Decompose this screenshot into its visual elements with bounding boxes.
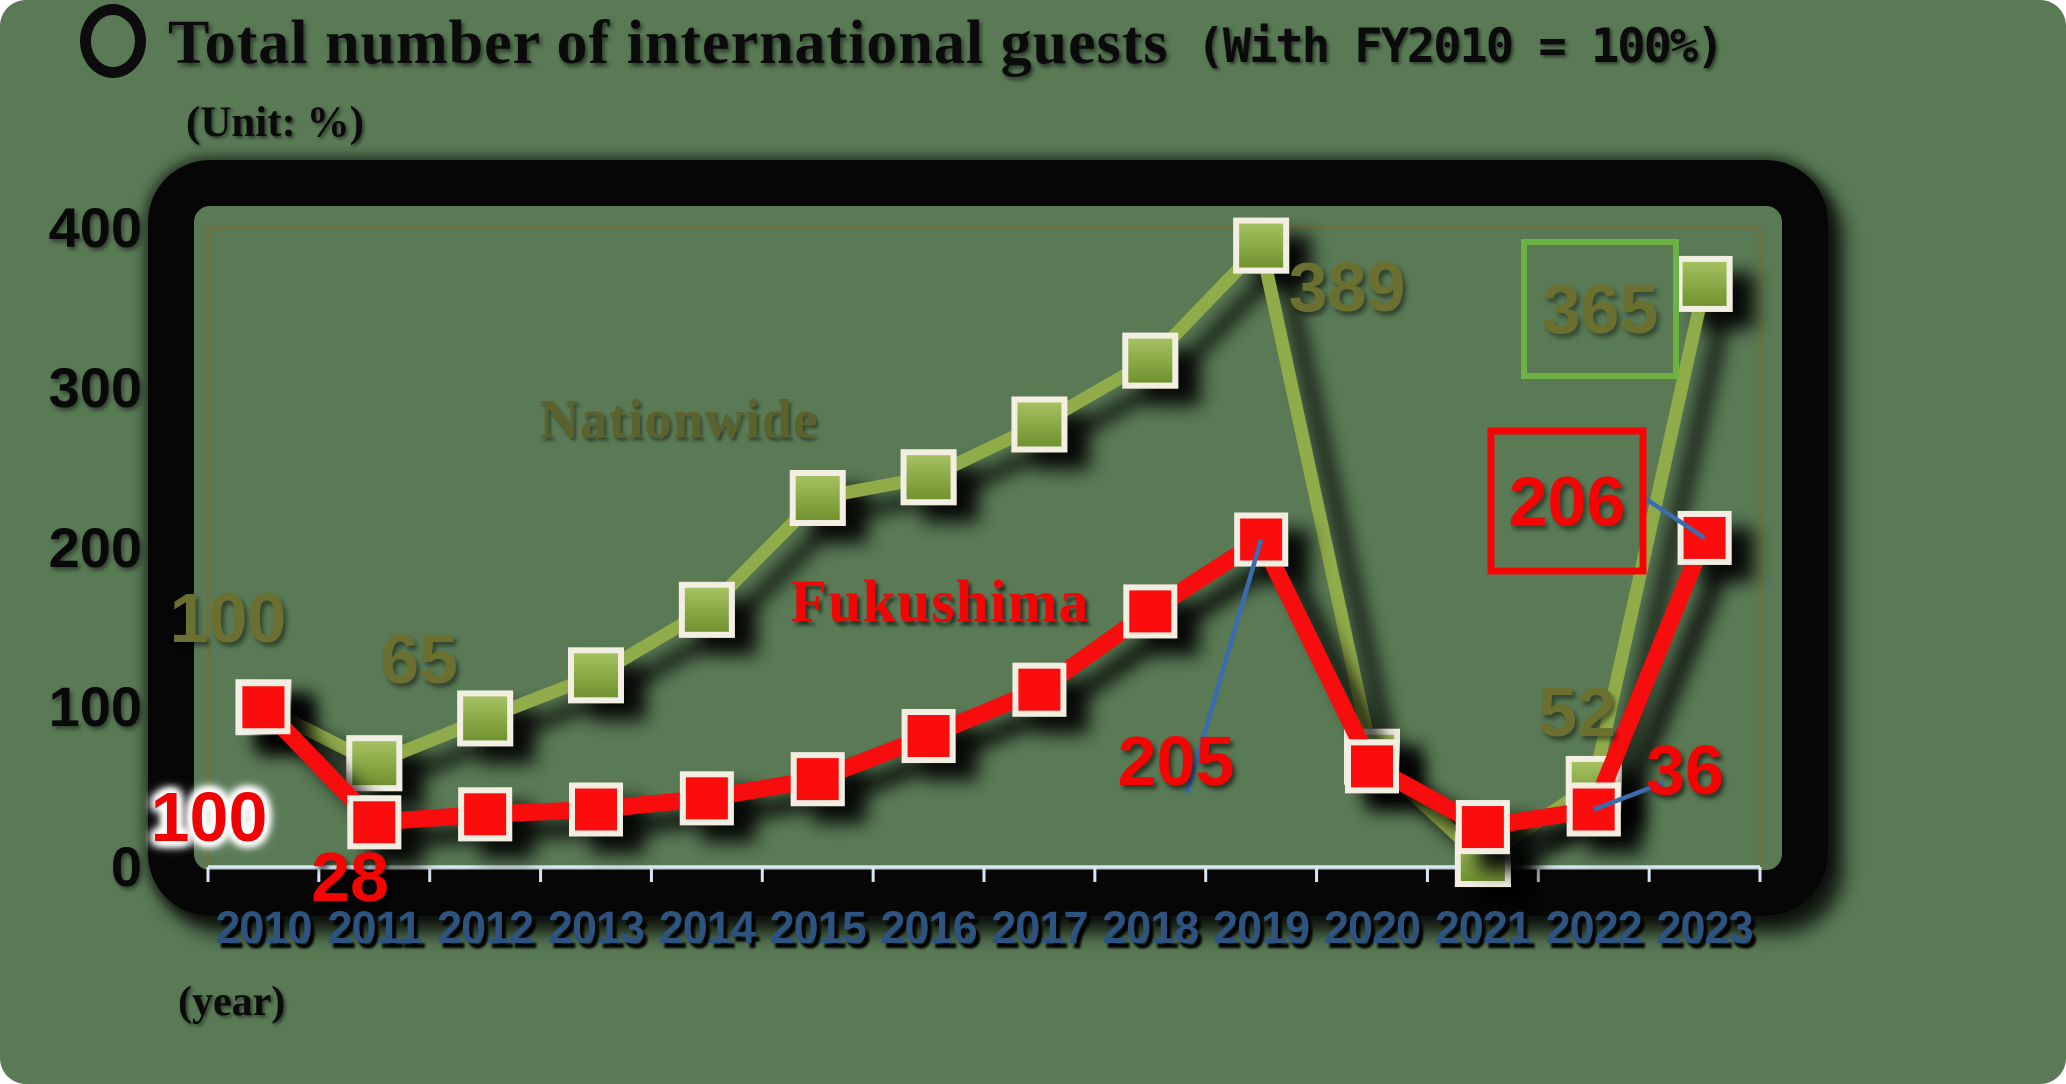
chart-title-note: (With FY2010 = 100%) bbox=[1196, 19, 1725, 74]
callout-line bbox=[1592, 780, 1664, 812]
data-label-fk-2019: 205 bbox=[1117, 722, 1235, 800]
nationwide-marker-2011 bbox=[346, 735, 403, 792]
nationwide-marker-2013 bbox=[568, 647, 624, 704]
data-label-nw-2022: 52 bbox=[1538, 673, 1616, 751]
data-label-nw-2010: 100 bbox=[169, 579, 287, 657]
x-tick-label-2015: 2015 bbox=[769, 902, 867, 953]
nationwide-marker-2017 bbox=[1011, 396, 1068, 453]
fukushima-marker-2017 bbox=[1012, 662, 1067, 717]
nationwide-marker-2016 bbox=[900, 449, 957, 506]
data-label-nw-2019: 389 bbox=[1288, 248, 1406, 326]
series-label-fukushima: Fukushima bbox=[790, 568, 1090, 635]
x-tick-label-2013: 2013 bbox=[547, 902, 645, 953]
data-label-fk-2011: 28 bbox=[311, 838, 389, 916]
plot-inner-border bbox=[206, 226, 1762, 867]
data-label-nw-2023: 365 bbox=[1521, 239, 1679, 379]
series-label-nationwide: Nationwide bbox=[539, 388, 819, 450]
x-tick-label-2010: 2010 bbox=[215, 902, 312, 953]
plot-frame bbox=[148, 160, 1828, 916]
fukushima-marker-2012 bbox=[458, 787, 513, 842]
nationwide-marker-2015 bbox=[789, 469, 846, 526]
fukushima-marker-2022 bbox=[1566, 782, 1621, 837]
x-tick-label-2017: 2017 bbox=[991, 902, 1088, 953]
fukushima-marker-2018 bbox=[1123, 584, 1178, 639]
y-tick-label-300: 300 bbox=[48, 355, 142, 419]
x-tick-label-2011: 2011 bbox=[327, 902, 422, 953]
nationwide-marker-2023 bbox=[1676, 255, 1733, 312]
callout-line bbox=[1644, 497, 1706, 540]
fukushima-marker-2016 bbox=[901, 709, 956, 764]
callout-line bbox=[1184, 538, 1264, 794]
y-tick-label-0: 0 bbox=[110, 835, 142, 898]
fukushima-marker-2021 bbox=[1455, 800, 1510, 855]
fukushima-marker-2010 bbox=[236, 680, 291, 735]
fukushima-marker-2020 bbox=[1345, 739, 1399, 794]
series-fukushima bbox=[236, 510, 1732, 855]
nationwide-marker-2014 bbox=[678, 581, 735, 638]
x-tick-label-2021: 2021 bbox=[1434, 902, 1532, 953]
x-axis-title: (year) bbox=[178, 979, 286, 1025]
circle-bullet-icon bbox=[80, 3, 146, 78]
x-tick-label-2023: 2023 bbox=[1656, 902, 1754, 953]
unit-label: (Unit: %) bbox=[186, 99, 364, 146]
y-tick-label-200: 200 bbox=[48, 515, 142, 579]
y-tick-label-400: 400 bbox=[48, 196, 142, 259]
x-tick-label-2014: 2014 bbox=[658, 902, 756, 953]
x-tick-label-2019: 2019 bbox=[1213, 902, 1310, 953]
chart-title: Total number of international guests bbox=[168, 9, 1169, 77]
x-tick-label-2018: 2018 bbox=[1102, 902, 1199, 953]
nationwide-marker-2019 bbox=[1233, 217, 1290, 274]
x-tick-label-2012: 2012 bbox=[437, 902, 534, 953]
data-label-fk-2010: 100 bbox=[150, 778, 268, 856]
fukushima-marker-2013 bbox=[569, 782, 623, 837]
data-label-fk-2022: 36 bbox=[1646, 731, 1724, 809]
fukushima-marker-2015 bbox=[790, 752, 845, 807]
y-tick-label-100: 100 bbox=[48, 675, 142, 739]
chart-header: Total number of international guests (Wit… bbox=[80, 3, 1725, 88]
data-label-nw-2011: 65 bbox=[380, 620, 458, 698]
data-label-fk-2023: 206 bbox=[1487, 427, 1647, 575]
fukushima-marker-2011 bbox=[347, 795, 402, 850]
x-tick-label-2016: 2016 bbox=[880, 902, 978, 953]
fukushima-marker-2014 bbox=[679, 771, 734, 826]
x-tick-label-2022: 2022 bbox=[1545, 902, 1643, 953]
nationwide-marker-2012 bbox=[457, 690, 514, 747]
nationwide-marker-2018 bbox=[1122, 332, 1179, 389]
x-tick-label-2020: 2020 bbox=[1323, 902, 1421, 953]
